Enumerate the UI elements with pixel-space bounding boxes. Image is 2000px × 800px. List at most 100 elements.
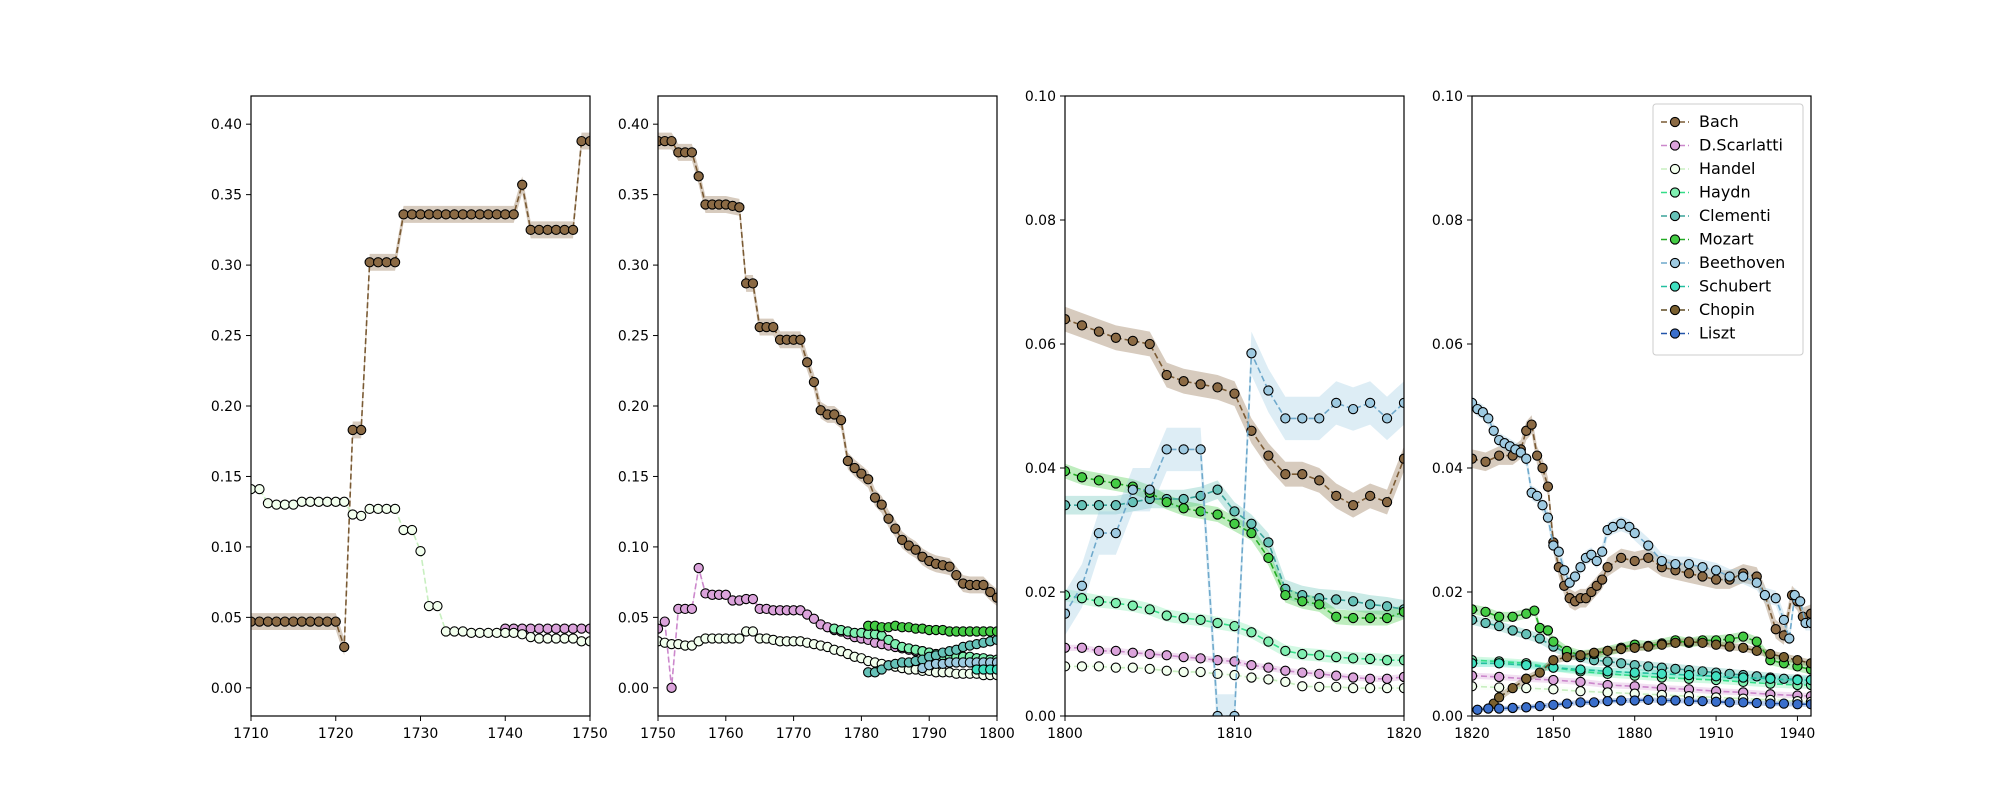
data-point-clementi xyxy=(1616,658,1627,669)
data-point-handel xyxy=(1178,666,1189,678)
data-point-liszt xyxy=(1575,697,1586,708)
data-point-bach xyxy=(1480,456,1491,467)
data-point-clementi xyxy=(1178,493,1189,505)
legend-marker-chopin xyxy=(1669,304,1681,316)
data-point-clementi xyxy=(1534,633,1545,644)
y-tick-label: 0.02 xyxy=(1432,585,1463,601)
legend-marker-liszt xyxy=(1669,328,1681,339)
data-point-liszt xyxy=(1507,702,1518,714)
data-point-beethoven xyxy=(1597,546,1608,557)
data-point-beethoven xyxy=(1738,571,1749,582)
data-point-dscarlatti xyxy=(1263,662,1274,673)
data-point-beethoven xyxy=(1559,565,1570,576)
y-tick-label: 0.35 xyxy=(211,188,242,204)
data-point-dscarlatti xyxy=(1110,645,1121,657)
data-point-dscarlatti xyxy=(1493,671,1505,683)
data-point-bach xyxy=(896,534,908,546)
data-point-bach xyxy=(910,544,921,555)
data-point-mozart xyxy=(1364,612,1376,624)
data-point-dscarlatti xyxy=(584,623,590,634)
y-tick-label: 0.08 xyxy=(1432,213,1463,229)
y-tick-label: 0.15 xyxy=(618,469,649,485)
data-point-handel xyxy=(1364,682,1376,694)
data-point-handel xyxy=(534,633,545,644)
data-point-bach xyxy=(559,224,570,236)
data-point-beethoven xyxy=(1521,453,1532,464)
data-point-liszt xyxy=(1521,702,1532,713)
y-tick-label: 0.02 xyxy=(1025,585,1056,601)
data-point-handel xyxy=(542,633,553,644)
data-point-dscarlatti xyxy=(1575,676,1586,688)
x-tick-label: 1750 xyxy=(572,726,608,742)
data-point-bach xyxy=(347,424,358,436)
y-tick-label: 0.04 xyxy=(1025,461,1056,477)
data-point-dscarlatti xyxy=(525,623,536,634)
data-point-dscarlatti xyxy=(1212,655,1223,666)
data-point-bach xyxy=(1683,568,1695,579)
data-point-dscarlatti xyxy=(1246,660,1257,671)
data-point-bach xyxy=(415,209,426,220)
data-point-handel xyxy=(559,633,570,644)
data-point-handel xyxy=(508,627,519,639)
data-point-bach xyxy=(1364,490,1376,502)
data-point-schubert xyxy=(1521,660,1532,671)
data-point-dscarlatti xyxy=(542,623,553,634)
data-point-beethoven xyxy=(1483,413,1494,424)
legend-label-liszt: Liszt xyxy=(1699,324,1735,343)
x-tick-label: 1780 xyxy=(844,726,880,742)
data-point-dscarlatti xyxy=(1314,668,1325,679)
data-point-mozart xyxy=(1348,612,1359,624)
legend-marker-schubert xyxy=(1669,281,1681,292)
data-point-clementi xyxy=(1110,500,1121,511)
data-point-dscarlatti xyxy=(693,562,704,574)
series-line-beethoven xyxy=(1065,352,1404,716)
legend-marker-bach xyxy=(1669,116,1681,128)
legend-marker-mozart xyxy=(1669,234,1681,245)
data-point-clementi xyxy=(1076,500,1088,511)
legend-label-bach: Bach xyxy=(1699,112,1739,131)
data-point-dscarlatti xyxy=(1178,651,1189,663)
data-point-bach xyxy=(1246,425,1257,436)
data-point-liszt xyxy=(1792,699,1803,710)
data-point-bach xyxy=(849,462,860,474)
x-tick-label: 1820 xyxy=(1454,726,1490,742)
data-point-haydn xyxy=(1127,600,1138,611)
data-point-handel xyxy=(364,503,375,515)
data-point-beethoven xyxy=(1161,444,1172,455)
data-point-liszt xyxy=(1778,698,1790,709)
data-point-bach xyxy=(296,616,307,627)
data-point-bach xyxy=(1212,382,1223,393)
data-point-liszt xyxy=(1602,695,1613,707)
data-point-bach xyxy=(1280,469,1291,480)
data-point-bach xyxy=(890,523,901,534)
data-point-beethoven xyxy=(1144,484,1155,495)
y-tick-label: 0.25 xyxy=(211,329,242,345)
data-point-bach xyxy=(525,224,536,236)
y-tick-label: 0.20 xyxy=(618,399,649,415)
y-tick-label: 0.15 xyxy=(211,469,242,485)
panel-1: 1710 1720 1730 1740 1750 0.00 0.05 0.10 0.15 0.20… xyxy=(211,95,608,742)
data-point-dscarlatti xyxy=(1348,672,1359,683)
data-point-chopin xyxy=(1656,639,1667,650)
data-point-chopin xyxy=(1602,645,1613,657)
data-point-beethoven xyxy=(1531,490,1543,502)
data-point-handel xyxy=(1575,686,1586,697)
data-point-handel xyxy=(1110,662,1121,673)
legend-label-beethoven: Beethoven xyxy=(1699,253,1785,272)
data-point-bach xyxy=(802,357,813,368)
series-line-liszt xyxy=(1477,699,1811,711)
data-point-mozart xyxy=(1529,605,1540,616)
data-point-handel xyxy=(1602,687,1613,698)
band-bach xyxy=(1472,415,1811,645)
data-point-beethoven xyxy=(1212,710,1223,716)
y-tick-label: 0.05 xyxy=(618,610,649,626)
data-point-beethoven xyxy=(1093,527,1105,539)
data-point-dscarlatti xyxy=(808,613,820,624)
data-point-handel xyxy=(1398,682,1404,694)
data-point-bach xyxy=(279,616,291,627)
data-point-bach xyxy=(985,586,996,598)
data-point-handel xyxy=(279,499,291,510)
plot-area-2 xyxy=(658,132,997,693)
data-point-liszt xyxy=(1656,695,1667,706)
data-point-beethoven xyxy=(1542,512,1554,523)
